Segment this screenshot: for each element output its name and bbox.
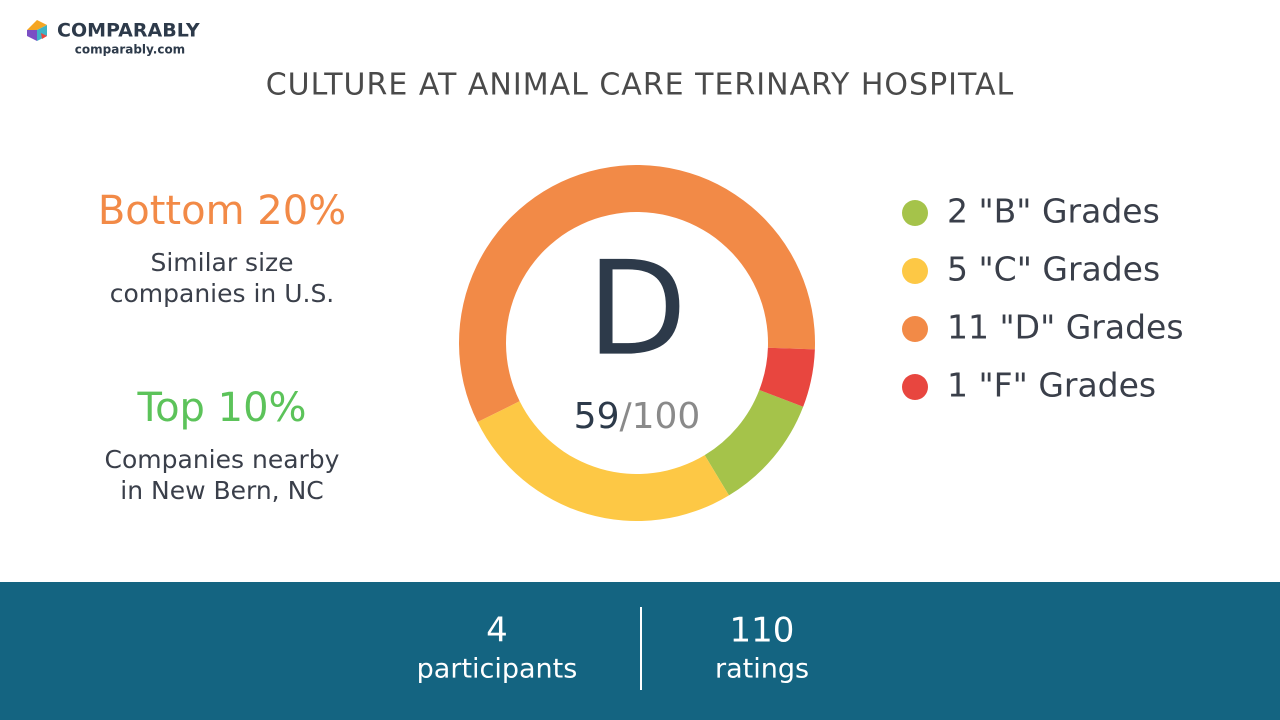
ranking-detail: in New Bern, NC <box>120 476 323 505</box>
score-max: /100 <box>619 396 700 437</box>
legend-swatch <box>902 258 928 284</box>
brand: COMPARABLY <box>57 20 200 42</box>
donut-segment <box>458 164 815 423</box>
score: 59/100 <box>574 396 701 437</box>
stat-value: 4 <box>486 611 508 651</box>
ranking-headline: Top 10% <box>136 385 306 431</box>
donut-segment <box>759 347 815 407</box>
site: comparably.com <box>75 43 185 57</box>
stat-value: 110 <box>730 611 795 651</box>
score-value: 59 <box>574 396 620 437</box>
ranking-headline: Bottom 20% <box>98 188 346 234</box>
grade: D <box>587 233 687 385</box>
logo-icon <box>27 20 47 41</box>
legend-swatch <box>902 374 928 400</box>
legend-label: 5 "C" Grades <box>947 250 1160 289</box>
ranking-detail: Similar size <box>150 248 293 277</box>
ranking-detail: Companies nearby <box>105 445 340 474</box>
ranking-detail: companies in U.S. <box>110 279 335 308</box>
legend-label: 11 "D" Grades <box>947 308 1184 347</box>
stat-label: ratings <box>715 654 809 685</box>
legend-swatch <box>902 316 928 342</box>
stat-label: participants <box>417 654 578 685</box>
legend-swatch <box>902 200 928 226</box>
donut-segment <box>477 401 729 521</box>
legend-label: 2 "B" Grades <box>947 192 1160 231</box>
legend-label: 1 "F" Grades <box>947 366 1156 405</box>
chart-title: CULTURE AT ANIMAL CARE TERINARY HOSPITAL <box>266 68 1015 103</box>
donut-segment <box>704 389 804 496</box>
